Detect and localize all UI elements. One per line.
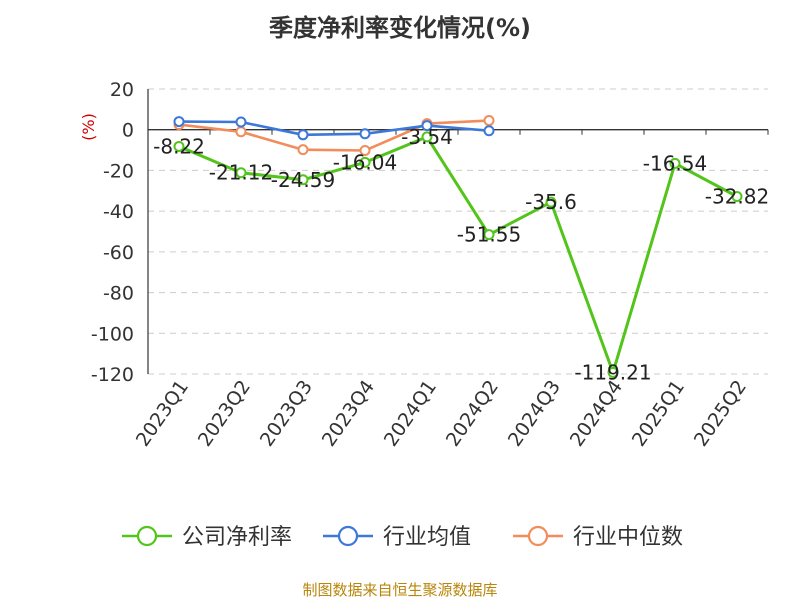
data-point	[359, 144, 371, 156]
series	[173, 115, 743, 378]
x-tick-label: 2024Q1	[380, 376, 441, 450]
data-point	[173, 116, 185, 128]
data-label: -51.55	[457, 223, 521, 247]
x-tick-label: 2024Q2	[442, 376, 503, 450]
x-tick-label: 2024Q3	[504, 376, 565, 450]
data-point	[359, 128, 371, 140]
x-tick-label: 2023Q3	[256, 376, 317, 450]
data-point	[421, 120, 433, 132]
x-tick-label: 2024Q4	[566, 376, 627, 450]
legend: 公司净利率 行业均值 行业中位数	[122, 525, 683, 550]
x-tick-label: 2023Q4	[318, 376, 379, 450]
y-tick-label: -40	[103, 201, 134, 223]
legend-item: 公司净利率	[122, 525, 292, 550]
data-point	[607, 366, 619, 378]
y-tick-label: 20	[110, 79, 134, 101]
legend-label: 行业中位数	[573, 525, 683, 550]
series-line	[178, 135, 738, 374]
data-label: -24.59	[271, 168, 335, 192]
data-point	[483, 229, 495, 241]
data-point	[297, 144, 309, 156]
y-axis-unit: (%)	[79, 113, 98, 141]
data-point	[297, 174, 309, 186]
data-label: -21.12	[209, 161, 273, 185]
source-note: 制图数据来自恒生聚源数据库	[302, 581, 497, 599]
data-label: -32.82	[705, 185, 769, 209]
grid	[148, 88, 768, 375]
data-point	[235, 167, 247, 179]
legend-marker	[337, 525, 359, 547]
data-point	[235, 126, 247, 138]
legend-label: 公司净利率	[182, 525, 292, 550]
y-tick-label: -80	[103, 283, 134, 305]
y-tick-label: 0	[122, 120, 134, 142]
data-point	[483, 125, 495, 137]
series-line	[178, 120, 490, 137]
data-point	[235, 116, 247, 128]
data-point	[731, 191, 743, 203]
y-tick-label: -120	[91, 364, 134, 386]
data-label: -35.6	[525, 190, 577, 214]
legend-label: 行业均值	[383, 525, 471, 550]
legend-item: 行业中位数	[513, 525, 683, 550]
data-point	[297, 129, 309, 141]
x-tick-label: 2023Q1	[132, 376, 193, 450]
chart-title: 季度净利率变化情况(%)	[269, 14, 531, 42]
data-point	[173, 140, 185, 152]
data-point	[359, 156, 371, 168]
data-label: -3.54	[401, 125, 453, 149]
data-point	[421, 131, 433, 143]
x-tick-label: 2025Q1	[628, 376, 689, 450]
y-tick-label: -100	[91, 323, 134, 345]
x-tick-label: 2025Q2	[690, 376, 751, 450]
data-label: -16.04	[333, 150, 397, 174]
data-labels: -8.22-21.12-24.59-16.04-3.54 -51.55-35.6 -…	[153, 125, 769, 384]
data-label: -119.21	[574, 360, 651, 384]
legend-marker	[527, 525, 549, 547]
series-line	[178, 119, 490, 152]
data-label: -16.54	[643, 151, 707, 175]
data-point	[669, 157, 681, 169]
y-tick-label: -60	[103, 242, 134, 264]
legend-marker	[136, 525, 158, 547]
data-point	[483, 115, 495, 127]
y-tick-label: -20	[103, 160, 134, 182]
legend-item: 行业均值	[323, 525, 471, 550]
data-point	[545, 196, 557, 208]
x-tick-label: 2023Q2	[194, 376, 255, 450]
data-label: -8.22	[153, 134, 205, 158]
